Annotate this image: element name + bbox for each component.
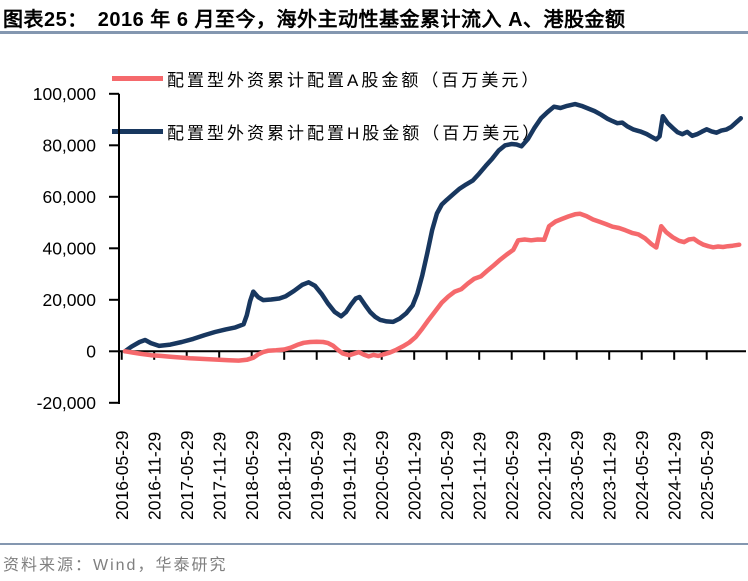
y-tick-label: 20,000 [42, 290, 96, 310]
x-tick-label: 2018-05-29 [242, 430, 262, 520]
x-tick-label: 2017-05-29 [177, 430, 197, 520]
x-tick-label: 2022-11-29 [535, 432, 555, 520]
y-tick-label: 0 [86, 341, 96, 361]
h-share-line [122, 101, 744, 354]
x-tick-label: 2022-05-29 [502, 430, 522, 520]
x-tick-label: 2019-11-29 [340, 432, 360, 520]
figure-title: 图表25： 2016 年 6 月至今，海外主动性基金累计流入 A、港股金额 [3, 3, 748, 32]
x-tick-label: 2019-05-29 [307, 430, 327, 520]
legend-swatch-h-share [112, 128, 163, 134]
legend-label-a-share: 配置型外资累计配置A股金额（百万美元） [167, 70, 542, 90]
y-tick-label: 80,000 [42, 135, 96, 155]
chart-area: -20,000 0 20,000 40,000 60,000 80,000 100,000 2… [33, 84, 746, 520]
x-tick-label: 2017-11-29 [210, 432, 230, 520]
legend-item-a-share: 配置型外资累计配置A股金额（百万美元） [112, 66, 542, 90]
x-tick-label: 2020-05-29 [372, 430, 392, 520]
x-tick-label: 2023-05-29 [567, 430, 587, 520]
figure-title-text: 2016 年 6 月至今，海外主动性基金累计流入 A、港股金额 [97, 9, 626, 31]
legend-swatch-a-share [112, 75, 163, 81]
source-note: 资料来源：Wind，华泰研究 [3, 557, 228, 574]
x-tick-label: 2025-05-29 [697, 430, 717, 520]
y-tick-label: 100,000 [33, 84, 97, 104]
x-tick-label: 2024-11-29 [665, 432, 685, 520]
x-tick-label: 2021-11-29 [470, 432, 490, 520]
y-tick-label: 40,000 [42, 238, 96, 258]
x-tick-label: 2023-11-29 [600, 432, 620, 520]
x-tick-label: 2016-11-29 [145, 432, 165, 520]
legend-item-h-share: 配置型外资累计配置H股金额（百万美元） [112, 119, 542, 143]
legend-label-h-share: 配置型外资累计配置H股金额（百万美元） [167, 123, 543, 143]
y-tick-label: -20,000 [37, 393, 97, 413]
x-tick-label: 2018-11-29 [275, 432, 295, 520]
y-tick-label: 60,000 [42, 187, 96, 207]
chart-legend: 配置型外资累计配置A股金额（百万美元） 配置型外资累计配置H股金额（百万美元） [112, 66, 542, 172]
a-share-line [122, 211, 742, 363]
x-tick-label: 2020-11-29 [405, 432, 425, 520]
title-divider [0, 31, 748, 34]
x-tick-label: 2016-05-29 [112, 430, 132, 520]
x-tick-label: 2021-05-29 [437, 430, 457, 520]
figure-number: 图表25： [3, 9, 88, 31]
x-tick-label: 2024-05-29 [632, 430, 652, 520]
source-divider [0, 543, 748, 545]
